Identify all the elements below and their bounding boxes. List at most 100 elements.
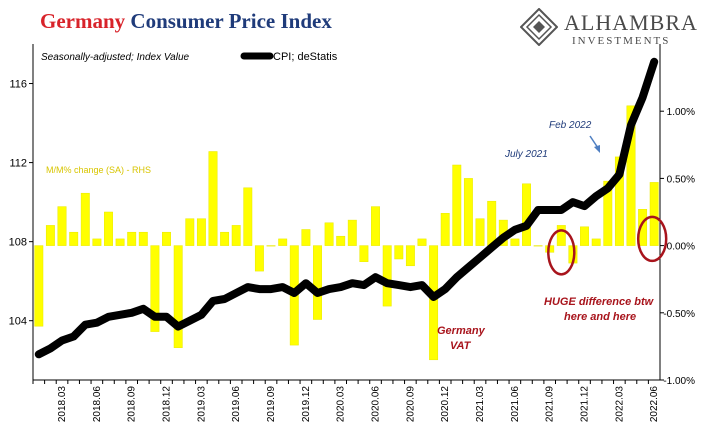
mm-bar xyxy=(417,238,427,246)
x-tick-label: 2022.03 xyxy=(614,386,625,423)
annotation-huge-difference: HUGE difference btw xyxy=(544,296,655,308)
mm-bar xyxy=(92,238,102,246)
mm-bar xyxy=(405,245,415,267)
mm-bar xyxy=(440,213,450,246)
rhs-series-label: M/M% change (SA) - RHS xyxy=(46,165,151,175)
mm-bar xyxy=(324,222,334,246)
cpi-line xyxy=(34,57,659,359)
x-tick-label: 2019.12 xyxy=(301,386,312,423)
mm-bar xyxy=(347,219,357,246)
axes: 104 108 112 116 -1.00% -0.50% 0.00% 0.50% 1.00% 2… xyxy=(9,44,695,422)
mm-bar xyxy=(104,211,113,246)
annotation-germany: Germany xyxy=(437,325,486,337)
mm-bar xyxy=(208,151,218,246)
mm-bar xyxy=(463,178,473,246)
alhambra-diamond-icon xyxy=(520,8,558,46)
x-tick-label: 2018.12 xyxy=(162,386,173,423)
annotation-july-2021: July 2021 xyxy=(504,149,548,160)
x-tick-label: 2020.12 xyxy=(440,386,451,423)
mm-bar xyxy=(127,231,137,246)
mm-bar xyxy=(533,245,543,247)
mm-bar xyxy=(638,209,648,246)
x-tick-label: 2019.03 xyxy=(196,386,207,423)
mm-bar xyxy=(278,238,288,246)
mm-bar xyxy=(591,238,601,246)
mm-bar xyxy=(231,225,241,246)
mm-bar xyxy=(80,192,90,246)
mm-bar xyxy=(45,225,55,246)
left-tick-label: 112 xyxy=(9,158,27,170)
right-tick-label: 0.50% xyxy=(667,174,695,185)
cpi-line-layer xyxy=(34,57,659,359)
x-tick-label: 2020.09 xyxy=(405,386,416,423)
mm-bar xyxy=(254,245,264,272)
annotation-arrow-head xyxy=(594,145,600,153)
mm-bar xyxy=(313,245,322,320)
mm-bar xyxy=(196,218,206,246)
mm-bar xyxy=(556,225,566,246)
annotation-vat: VAT xyxy=(450,340,472,352)
right-tick-label: 1.00% xyxy=(667,107,695,118)
mm-bar xyxy=(173,245,183,348)
mm-bar xyxy=(243,187,253,246)
mm-bar xyxy=(382,245,392,307)
logo-name: ALHAMBRA xyxy=(564,10,698,35)
right-tick-label: -1.00% xyxy=(663,376,695,387)
x-tick-label: 2021.12 xyxy=(580,386,591,423)
mm-bar xyxy=(522,183,531,246)
mm-bar xyxy=(266,245,276,247)
left-tick-label: 108 xyxy=(9,237,27,249)
mm-bar xyxy=(69,231,79,246)
x-tick-label: 2021.09 xyxy=(545,386,556,423)
chart-title-rest: Consumer Price Index xyxy=(130,9,332,33)
mm-bar xyxy=(359,245,369,262)
logo-subtitle: INVESTMENTS xyxy=(572,35,671,47)
x-tick-label: 2019.06 xyxy=(231,386,242,423)
mm-bar xyxy=(185,218,195,246)
brand-logo: ALHAMBRA INVESTMENTS xyxy=(520,8,700,48)
highlight-ellipse xyxy=(547,229,576,276)
chart-subtitle: Seasonally-adjusted; Index Value xyxy=(41,52,190,63)
chart-title: Germany Consumer Price Index xyxy=(40,9,332,34)
chart-text: Seasonally-adjusted; Index Value CPI; deS… xyxy=(41,51,668,352)
legend-label: CPI; deStatis xyxy=(273,51,338,63)
right-tick-label: -0.50% xyxy=(663,309,695,320)
left-tick-label: 104 xyxy=(9,316,27,328)
x-tick-label: 2019.09 xyxy=(266,386,277,423)
mm-bar xyxy=(34,245,44,327)
mm-bar xyxy=(336,235,346,246)
mm-bar xyxy=(220,231,230,246)
mm-change-bars xyxy=(34,105,659,361)
x-tick-label: 2021.03 xyxy=(475,386,486,423)
highlight-ellipse xyxy=(636,215,668,263)
mm-bar xyxy=(429,245,439,361)
mm-bar xyxy=(162,231,171,246)
mm-bar xyxy=(626,105,636,246)
x-tick-label: 2018.03 xyxy=(57,386,68,423)
mm-bar xyxy=(57,206,67,246)
mm-bar xyxy=(394,245,404,260)
annotation-arrow-line xyxy=(589,135,599,149)
chart-title-country: Germany xyxy=(40,9,126,33)
x-tick-label: 2021.06 xyxy=(510,386,521,423)
x-tick-label: 2018.06 xyxy=(92,386,103,423)
mm-bar xyxy=(150,245,160,332)
mm-bar xyxy=(138,231,148,246)
x-tick-label: 2020.06 xyxy=(371,386,382,423)
mm-bar xyxy=(301,229,311,246)
mm-bar xyxy=(614,156,624,246)
x-tick-label: 2018.09 xyxy=(127,386,138,423)
mm-bar xyxy=(115,238,125,246)
mm-bar xyxy=(371,206,380,246)
annotation-feb-2022: Feb 2022 xyxy=(549,120,592,131)
mm-bar xyxy=(649,182,659,246)
annotation-here-and-here: here and here xyxy=(564,311,636,323)
mm-bar xyxy=(475,218,485,246)
mm-bar xyxy=(603,180,613,246)
mm-bar xyxy=(580,226,589,246)
right-tick-label: 0.00% xyxy=(667,242,695,253)
mm-bar xyxy=(510,238,520,246)
x-tick-label: 2022.06 xyxy=(649,386,660,423)
mm-bar xyxy=(487,200,497,246)
